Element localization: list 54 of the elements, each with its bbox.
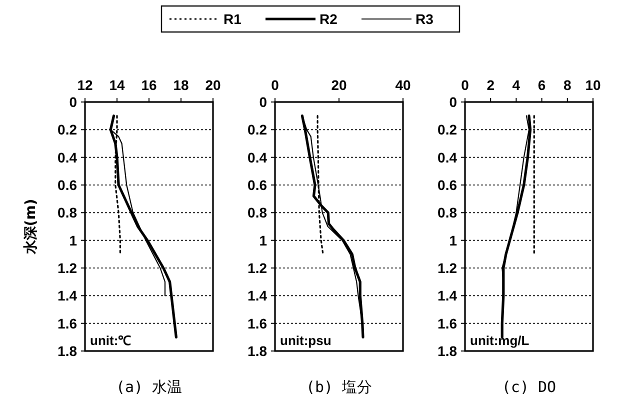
y-tick-label: 1.4 bbox=[248, 288, 268, 304]
y-tick-label: 1.6 bbox=[438, 315, 458, 332]
y-tick-label: 1 bbox=[259, 232, 268, 248]
text: (b) 塩分 bbox=[306, 378, 372, 396]
y-axis-title: 水深(m) bbox=[23, 198, 39, 256]
y-tick-label: 0.8 bbox=[58, 204, 78, 221]
x-tick-label: 0 bbox=[271, 77, 280, 93]
y-tick-label: 1.8 bbox=[58, 343, 78, 359]
text: (a) 水温 bbox=[116, 378, 182, 396]
text: (c) DO bbox=[502, 378, 556, 396]
y-tick-label: 0.4 bbox=[438, 149, 458, 166]
y-tick-label: 1.8 bbox=[248, 343, 268, 359]
y-tick-label: 0.6 bbox=[438, 177, 458, 193]
x-tick-label: 40 bbox=[395, 77, 411, 93]
x-tick-label: 18 bbox=[173, 77, 189, 93]
y-tick-label: 0.6 bbox=[248, 177, 268, 193]
y-tick-label: 1.2 bbox=[248, 260, 268, 276]
y-tick-label: 1.6 bbox=[58, 315, 78, 332]
y-tick-label: 0 bbox=[69, 94, 78, 110]
x-tick-label: 10 bbox=[585, 77, 601, 93]
y-tick-label: 1.2 bbox=[438, 260, 458, 276]
y-tick-label: 1.4 bbox=[438, 288, 458, 304]
y-tick-label: 1 bbox=[449, 232, 458, 248]
legend-label: R1 bbox=[224, 11, 242, 27]
x-tick-label: 20 bbox=[331, 77, 347, 93]
x-tick-label: 2 bbox=[486, 77, 495, 93]
y-tick-label: 1.4 bbox=[58, 288, 78, 304]
x-tick-label: 8 bbox=[564, 77, 572, 93]
y-tick-label: 1 bbox=[69, 232, 78, 248]
annotation: unit:mg/L bbox=[470, 333, 530, 348]
y-tick-label: 0.2 bbox=[248, 122, 268, 138]
annotation: unit:℃ bbox=[90, 333, 132, 348]
y-tick-label: 0 bbox=[259, 94, 268, 110]
y-tick-label: 0 bbox=[449, 94, 458, 110]
y-tick-label: 0.8 bbox=[438, 204, 458, 221]
x-tick-label: 4 bbox=[512, 77, 520, 93]
annotation: unit:psu bbox=[280, 333, 332, 348]
y-tick-label: 0.8 bbox=[248, 204, 268, 221]
y-tick-label: 0.2 bbox=[58, 122, 78, 138]
x-tick-label: 16 bbox=[141, 77, 157, 93]
x-tick-label: 14 bbox=[109, 77, 125, 93]
y-tick-label: 0.4 bbox=[248, 149, 268, 166]
y-tick-label: 1.6 bbox=[248, 315, 268, 332]
legend-label: R2 bbox=[320, 11, 338, 27]
x-tick-label: 0 bbox=[461, 77, 470, 93]
x-tick-label: 6 bbox=[538, 77, 546, 93]
x-tick-label: 12 bbox=[77, 77, 93, 93]
y-tick-label: 1.2 bbox=[58, 260, 78, 276]
y-tick-label: 0.4 bbox=[58, 149, 78, 166]
y-tick-label: 0.2 bbox=[438, 122, 458, 138]
legend-label: R3 bbox=[416, 11, 434, 27]
y-tick-label: 1.8 bbox=[438, 343, 458, 359]
y-tick-label: 0.6 bbox=[58, 177, 78, 193]
x-tick-label: 20 bbox=[205, 77, 221, 93]
